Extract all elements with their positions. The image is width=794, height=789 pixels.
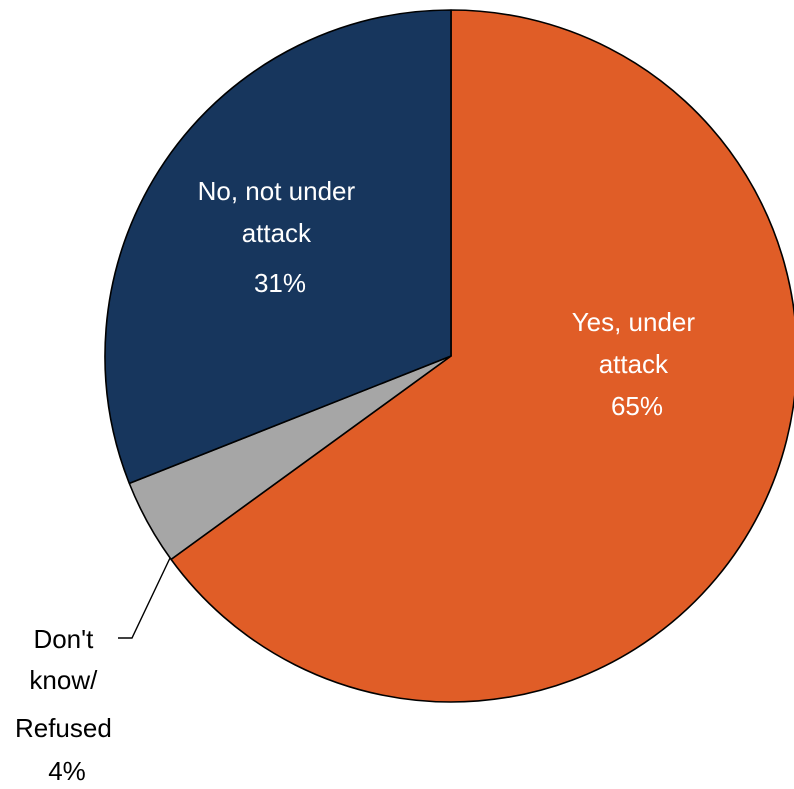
slice-label-value: 31% bbox=[254, 268, 306, 298]
slice-label-value: 4% bbox=[48, 756, 86, 786]
slice-label-line: know/ bbox=[29, 665, 98, 695]
slice-label-line: attack bbox=[242, 218, 312, 248]
slice-label-line: Don't bbox=[33, 624, 94, 654]
slice-label-line: attack bbox=[599, 349, 669, 379]
pie-slice-no bbox=[104, 9, 452, 485]
pie-slice-yes bbox=[170, 9, 794, 703]
pie-slices bbox=[104, 9, 794, 703]
dont-know-leader-line bbox=[118, 557, 171, 639]
slice-label-no: No, not under attack 31% bbox=[198, 176, 363, 298]
slice-label-dont-know: Don't know/ Refused 4% bbox=[15, 624, 119, 786]
slice-label-yes: Yes, under attack 65% bbox=[572, 307, 703, 421]
leader-lines bbox=[118, 557, 171, 639]
slice-label-line: Refused bbox=[15, 713, 112, 743]
slice-label-value: 65% bbox=[611, 391, 663, 421]
slice-label-line: No, not under bbox=[198, 176, 356, 206]
slice-label-line: Yes, under bbox=[572, 307, 696, 337]
